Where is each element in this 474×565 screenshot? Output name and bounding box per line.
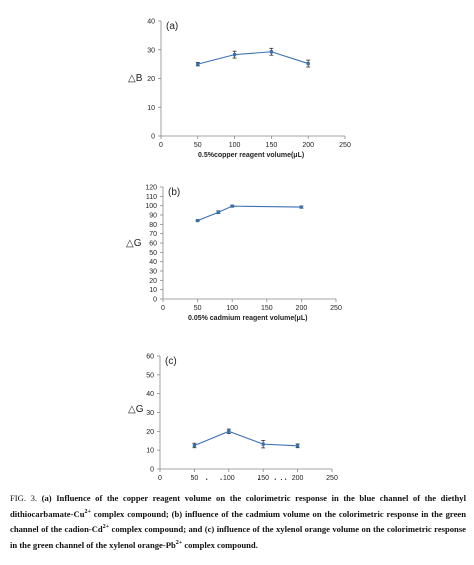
x-tick-label: 50 [191, 475, 199, 480]
data-point [306, 61, 310, 66]
y-tick-label: 20 [147, 76, 155, 83]
x-tick-label: 50 [194, 142, 202, 149]
caption-part-2: complex compound; (b) influence of the c… [10, 508, 466, 535]
caption-part-4: complex compound. [182, 539, 258, 550]
y-tick-label: 40 [147, 19, 155, 26]
data-point [227, 429, 231, 433]
x-tick-label: 100 [226, 305, 238, 312]
series-line [194, 430, 298, 447]
data-point [196, 62, 200, 66]
panel-label: (c) [165, 356, 177, 367]
x-tick-label: 200 [292, 475, 304, 480]
caption-text: (a) Influence of the copper reagent volu… [10, 493, 466, 550]
x-tick-label: 100 [223, 475, 235, 480]
y-tick-label: 10 [147, 105, 155, 112]
y-tick-label: 20 [146, 429, 154, 436]
y-tick-label: 30 [149, 269, 157, 276]
x-tick-label: 200 [302, 142, 314, 149]
y-tick-label: 110 [146, 194, 157, 201]
x-tick-label: 150 [257, 475, 269, 480]
panel-label: (a) [166, 21, 178, 32]
data-point [233, 53, 237, 57]
caption-figure-label: FIG. 3. [10, 493, 38, 503]
x-tick-label: 250 [326, 475, 338, 480]
x-axis-label: 0.5%copper reagent volume(μL) [198, 152, 304, 159]
x-tick-label: 200 [296, 305, 308, 312]
x-tick-label: 0 [159, 142, 163, 149]
x-tick-label: 250 [339, 142, 351, 149]
chart-panel-b: 0 10 20 30 40 50 60 70 80 90 100 110 120 0 50 100 150 200… [126, 185, 342, 323]
y-tick-label: 120 [145, 185, 157, 192]
y-tick-label: 100 [145, 203, 157, 210]
x-tick-label: 150 [261, 305, 273, 312]
x-axis-label: xylenol orange volume(μL) [198, 479, 287, 480]
data-point [296, 444, 300, 448]
x-tick-label: 0 [158, 475, 162, 480]
data-point [216, 210, 220, 214]
y-axis-label: △G [128, 404, 144, 415]
y-tick-label: 60 [149, 241, 157, 248]
caption-sup-2: 2+ [102, 524, 110, 531]
x-tick-label: 50 [194, 305, 202, 312]
y-axis-label: △G [126, 238, 142, 249]
y-tick-label: 0 [150, 467, 154, 474]
y-tick-label: 20 [149, 278, 157, 285]
chart-panel-c: 0 10 20 30 40 50 60 0 50 100 150 200 250 (c) △G xylenol… [128, 354, 338, 481]
x-axis-label: 0.05% cadmium reagent volume(μL) [188, 315, 307, 322]
y-axis-label: △B [128, 73, 143, 84]
panel-label: (b) [168, 187, 180, 198]
y-tick-label: 50 [146, 372, 154, 379]
y-tick-label: 40 [149, 259, 157, 266]
chart-panel-a: 0 10 20 30 40 0 50 100 150 200 250 (a) △B 0.5%copper … [128, 19, 351, 160]
caption-part-3: complex compound; and (c) influence of t… [10, 524, 466, 550]
caption-sup-3: 2+ [175, 539, 183, 546]
y-tick-label: 30 [147, 47, 155, 54]
data-point [196, 219, 200, 223]
x-tick-label: 250 [330, 305, 342, 312]
data-point [269, 50, 273, 54]
y-tick-label: 90 [149, 213, 157, 220]
y-tick-label: 80 [149, 222, 157, 229]
y-tick-label: 0 [151, 134, 155, 141]
y-tick-label: 70 [149, 231, 157, 238]
y-tick-label: 10 [146, 448, 154, 455]
data-point [230, 204, 234, 208]
y-tick-label: 40 [146, 391, 154, 398]
data-point [192, 443, 196, 448]
x-tick-label: 100 [229, 142, 241, 149]
series-line [197, 51, 309, 65]
series-line [197, 205, 302, 222]
caption-sup-1: 2+ [84, 508, 91, 515]
caption-part-1: (a) Influence of the copper reagent volu… [10, 493, 466, 519]
y-tick-label: 60 [146, 354, 154, 361]
y-tick-label: 30 [146, 410, 154, 417]
figure-caption: FIG. 3. (a) Influence of the copper reag… [10, 491, 466, 553]
y-tick-label: 0 [153, 297, 157, 304]
y-tick-label: 10 [149, 287, 157, 294]
data-point [261, 442, 265, 446]
x-tick-label: 150 [266, 142, 278, 149]
data-point [299, 205, 303, 209]
x-tick-label: 0 [161, 305, 165, 312]
y-tick-label: 50 [149, 250, 157, 257]
